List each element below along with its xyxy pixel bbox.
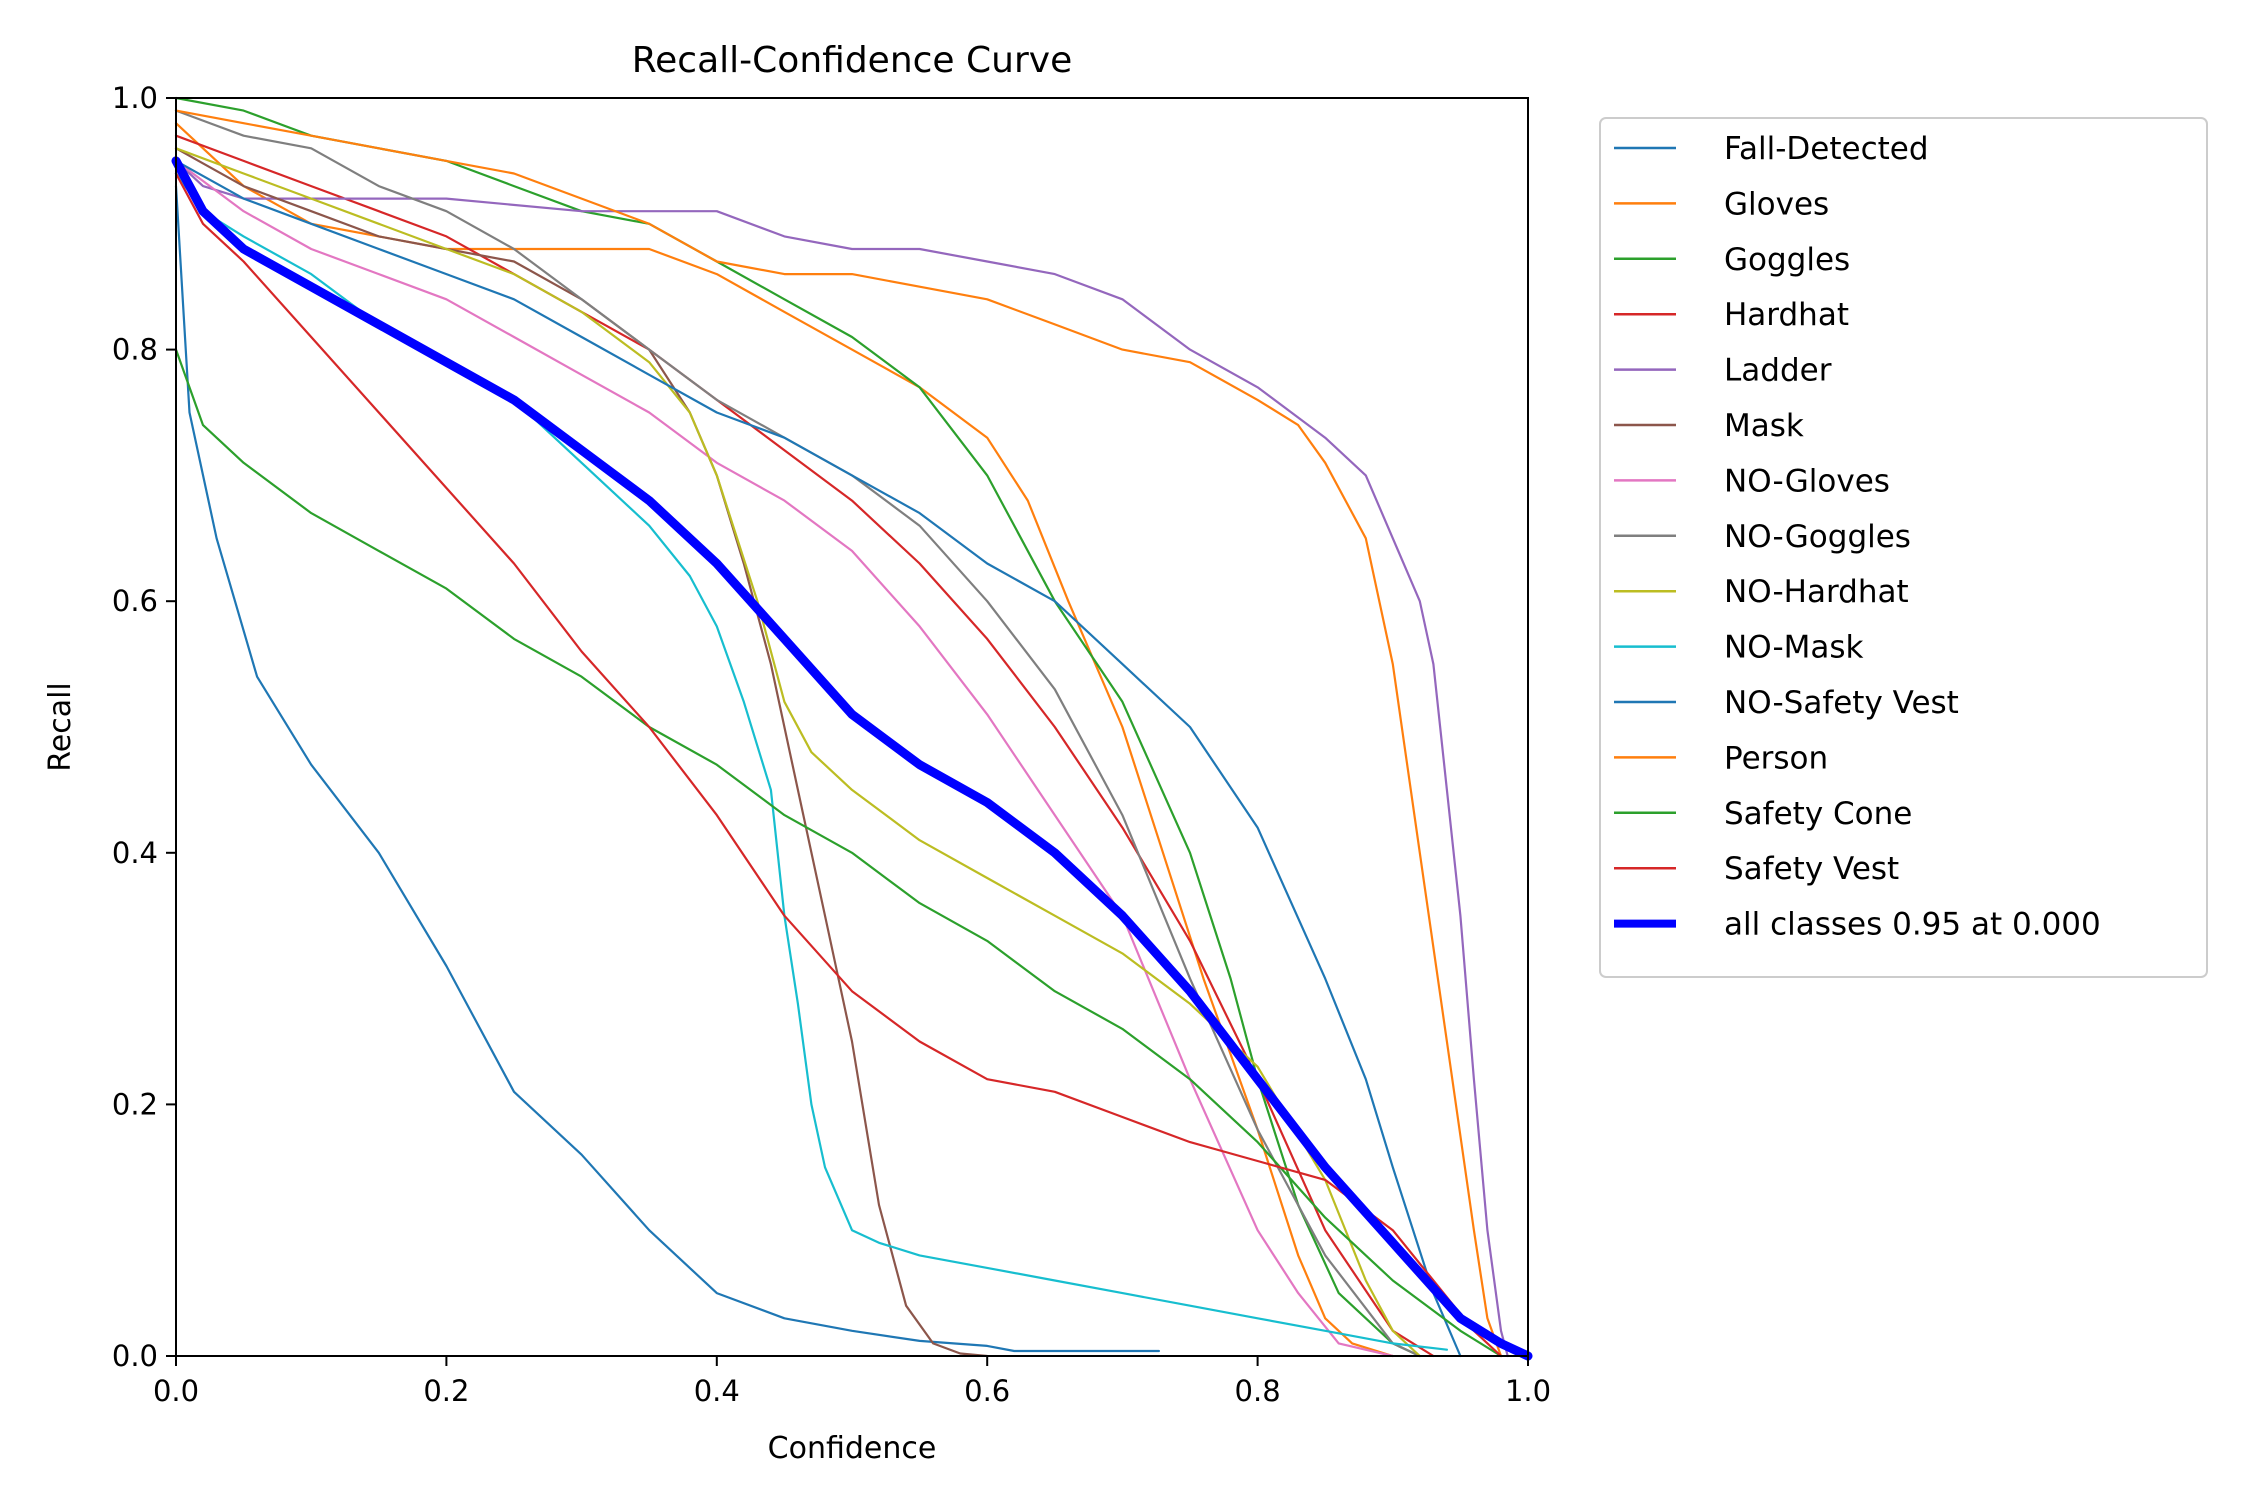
- y-tick-label: 0.8: [112, 333, 158, 367]
- legend-label: Gloves: [1724, 186, 1829, 222]
- x-tick-label: 1.0: [1505, 1374, 1551, 1408]
- legend-label: NO-Mask: [1724, 630, 1864, 666]
- x-tick-label: 0.4: [694, 1374, 740, 1408]
- x-tick-label: 0.0: [153, 1374, 199, 1408]
- legend-label: NO-Gloves: [1724, 463, 1890, 499]
- series-line-no-hardhat: [174, 147, 1421, 1358]
- legend-label: Goggles: [1724, 242, 1850, 278]
- legend-label: NO-Hardhat: [1724, 574, 1909, 610]
- legend-label: Fall-Detected: [1724, 131, 1929, 167]
- series-line-fall-detected: [174, 185, 1161, 1353]
- legend: Fall-Detected Gloves Goggles Hardhat Ladder M…: [1599, 117, 2208, 978]
- series-line-safety-cone: [174, 348, 1503, 1358]
- x-tick-label: 0.8: [1235, 1374, 1281, 1408]
- x-axis-label: Confidence: [768, 1431, 937, 1466]
- legend-label: Safety Vest: [1724, 851, 1899, 887]
- y-axis-ticks: 0.0 0.2 0.4 0.6 0.8 1.0: [112, 81, 176, 1373]
- legend-label: Hardhat: [1724, 297, 1849, 333]
- plot-curves: [171, 96, 1533, 1361]
- y-axis-label: Recall: [43, 682, 78, 772]
- series-line-no-safety-vest: [174, 159, 1462, 1358]
- chart-title: Recall-Confidence Curve: [632, 40, 1072, 81]
- legend-label: Person: [1724, 740, 1828, 776]
- legend-label: all classes 0.95 at 0.000: [1724, 907, 2101, 943]
- series-line-person: [174, 109, 1503, 1358]
- series-line-ladder: [174, 159, 1509, 1358]
- plot-frame: [175, 97, 1529, 1357]
- series-line-no-gloves: [174, 159, 1394, 1358]
- y-tick-label: 0.6: [112, 584, 158, 618]
- y-tick-label: 1.0: [112, 81, 158, 115]
- x-tick-label: 0.6: [964, 1374, 1010, 1408]
- y-tick-label: 0.2: [112, 1087, 158, 1121]
- legend-label: Safety Cone: [1724, 796, 1912, 832]
- legend-label: Mask: [1724, 408, 1804, 444]
- x-tick-label: 0.2: [423, 1374, 469, 1408]
- series-line-all-classes-0-95-at-0-000: [171, 156, 1533, 1361]
- y-tick-label: 0.0: [112, 1339, 158, 1373]
- legend-box: [1599, 117, 2208, 978]
- legend-label: NO-Safety Vest: [1724, 685, 1959, 721]
- legend-label: Ladder: [1724, 353, 1832, 389]
- x-axis-ticks: 0.0 0.2 0.4 0.6 0.8 1.0: [153, 1356, 1551, 1408]
- legend-label: NO-Goggles: [1724, 519, 1911, 555]
- y-tick-label: 0.4: [112, 836, 158, 870]
